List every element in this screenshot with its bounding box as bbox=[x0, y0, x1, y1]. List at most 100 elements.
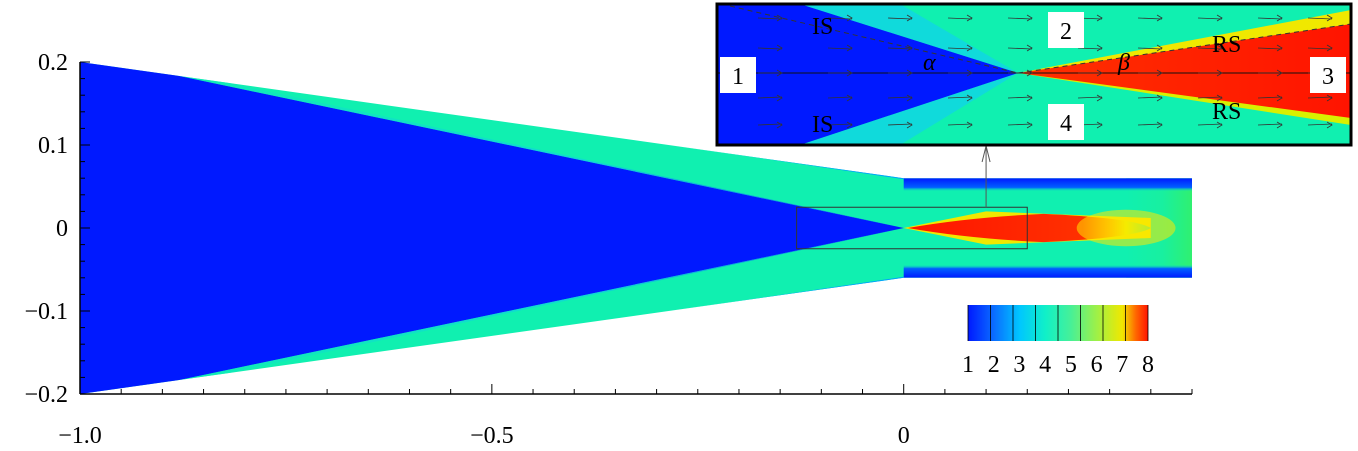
inset-label-3: 3 bbox=[1322, 64, 1334, 90]
velocity-vector bbox=[947, 96, 973, 99]
colorbar-tick-label: 6 bbox=[1091, 352, 1103, 378]
velocity-vector bbox=[1077, 47, 1103, 50]
velocity-vector-head bbox=[906, 44, 913, 52]
velocity-vector bbox=[1007, 96, 1033, 99]
velocity-vector-head bbox=[776, 121, 783, 129]
velocity-vector-head bbox=[906, 14, 913, 22]
velocity-vector-head bbox=[1096, 69, 1103, 77]
velocity-vector-head bbox=[1156, 14, 1163, 22]
x-tick-label: −0.5 bbox=[470, 423, 514, 449]
inset-label-rs-upper: RS bbox=[1212, 32, 1241, 58]
inset-label-3-box bbox=[1310, 57, 1346, 93]
velocity-vector bbox=[947, 123, 973, 126]
velocity-vector bbox=[1197, 17, 1223, 20]
velocity-vector-head bbox=[1216, 14, 1223, 22]
velocity-vector bbox=[1007, 17, 1033, 20]
y-tick-label: −0.1 bbox=[24, 299, 68, 325]
velocity-vector-head bbox=[1026, 121, 1033, 129]
velocity-vector-head bbox=[966, 69, 973, 77]
velocity-vector bbox=[1307, 17, 1333, 20]
velocity-vector bbox=[757, 96, 783, 99]
channel-wall-layer-bottom bbox=[903, 264, 1192, 278]
velocity-vector bbox=[1007, 123, 1033, 126]
colorbar-tick-label: 4 bbox=[1039, 352, 1051, 378]
zoom-region-box bbox=[796, 206, 1028, 250]
velocity-vector-head bbox=[776, 14, 783, 22]
colorbar-tick-label: 8 bbox=[1142, 352, 1154, 378]
velocity-vector bbox=[947, 47, 973, 50]
inset-reflected-shock-line bbox=[1017, 23, 1351, 74]
velocity-vector-head bbox=[1096, 121, 1103, 129]
region-3-core-tail bbox=[1076, 209, 1176, 247]
velocity-vector bbox=[1257, 17, 1283, 20]
velocity-vector-head bbox=[1156, 44, 1163, 52]
velocity-vector-head bbox=[1096, 14, 1103, 22]
velocity-vector-head bbox=[846, 121, 853, 129]
colorbar-tick-label: 1 bbox=[962, 352, 974, 378]
velocity-vector-head bbox=[846, 14, 853, 22]
region-1-inflow bbox=[80, 62, 904, 394]
inset-label-2: 2 bbox=[1060, 19, 1072, 45]
velocity-vector bbox=[887, 123, 913, 126]
y-tick-label: −0.2 bbox=[24, 382, 68, 408]
inset-label-rs-lower: RS bbox=[1212, 99, 1241, 125]
colorbar-tick-label: 7 bbox=[1116, 352, 1128, 378]
zoom-inset: 1 2 3 4 IS IS RS RS α β bbox=[715, 2, 1353, 147]
velocity-vector bbox=[1077, 96, 1103, 99]
inset-label-1: 1 bbox=[732, 64, 744, 90]
inset-frame bbox=[715, 2, 1353, 147]
velocity-vector-head bbox=[1156, 94, 1163, 102]
velocity-vector bbox=[757, 123, 783, 126]
velocity-vector-head bbox=[1026, 69, 1033, 77]
velocity-vector bbox=[887, 17, 913, 20]
inset-label-2-box bbox=[1048, 12, 1084, 48]
axes: 0.2 0.1 0 −0.1 −0.2 −1.0 −0.5 0 bbox=[24, 50, 1193, 449]
velocity-vector bbox=[1307, 96, 1333, 99]
velocity-vector-head bbox=[1096, 94, 1103, 102]
x-axis-ticks: −1.0 −0.5 0 bbox=[58, 384, 1193, 449]
velocity-vector bbox=[1257, 96, 1283, 99]
inset-label-beta: β bbox=[1117, 50, 1130, 76]
colorbar-tick-label: 3 bbox=[1013, 352, 1025, 378]
velocity-vector-head bbox=[1026, 44, 1033, 52]
velocity-vector bbox=[947, 17, 973, 20]
inset-shock-gradient-upper bbox=[800, 4, 1018, 73]
inset-rs-halo-lower bbox=[1018, 73, 1351, 125]
velocity-vector-head bbox=[1326, 94, 1333, 102]
inset-region-1 bbox=[717, 4, 1018, 145]
velocity-vector-head bbox=[1156, 69, 1163, 77]
velocity-vector-head bbox=[906, 121, 913, 129]
inset-region-3 bbox=[1018, 24, 1351, 118]
velocity-vector-head bbox=[776, 69, 783, 77]
velocity-vector-head bbox=[1276, 14, 1283, 22]
velocity-vector-head bbox=[1326, 14, 1333, 22]
incident-shock-lower-band bbox=[112, 228, 904, 394]
inset-label-4: 4 bbox=[1060, 111, 1072, 137]
main-contour-plot bbox=[80, 62, 1192, 394]
velocity-vector-head bbox=[1216, 44, 1223, 52]
velocity-vector-head bbox=[966, 121, 973, 129]
velocity-vector-head bbox=[966, 14, 973, 22]
velocity-vector bbox=[1197, 96, 1223, 99]
velocity-vector-head bbox=[1216, 94, 1223, 102]
velocity-vector-head bbox=[1216, 121, 1223, 129]
velocity-vector-head bbox=[846, 69, 853, 77]
colorbar-separators bbox=[967, 305, 1149, 341]
velocity-vector-head bbox=[906, 94, 913, 102]
velocity-vector bbox=[887, 47, 913, 50]
inset-label-4-box bbox=[1048, 104, 1084, 140]
incident-shock-upper-band bbox=[112, 62, 904, 228]
velocity-vector-head bbox=[1326, 121, 1333, 129]
velocity-vector bbox=[1197, 123, 1223, 126]
velocity-vector-head bbox=[1326, 44, 1333, 52]
velocity-vector bbox=[1257, 123, 1283, 126]
velocity-vector bbox=[827, 17, 853, 20]
velocity-vector-head bbox=[966, 44, 973, 52]
velocity-vector-head bbox=[1216, 69, 1223, 77]
velocity-vector bbox=[1197, 47, 1223, 50]
inset-label-is-lower: IS bbox=[812, 112, 833, 138]
velocity-vector-head bbox=[1276, 44, 1283, 52]
